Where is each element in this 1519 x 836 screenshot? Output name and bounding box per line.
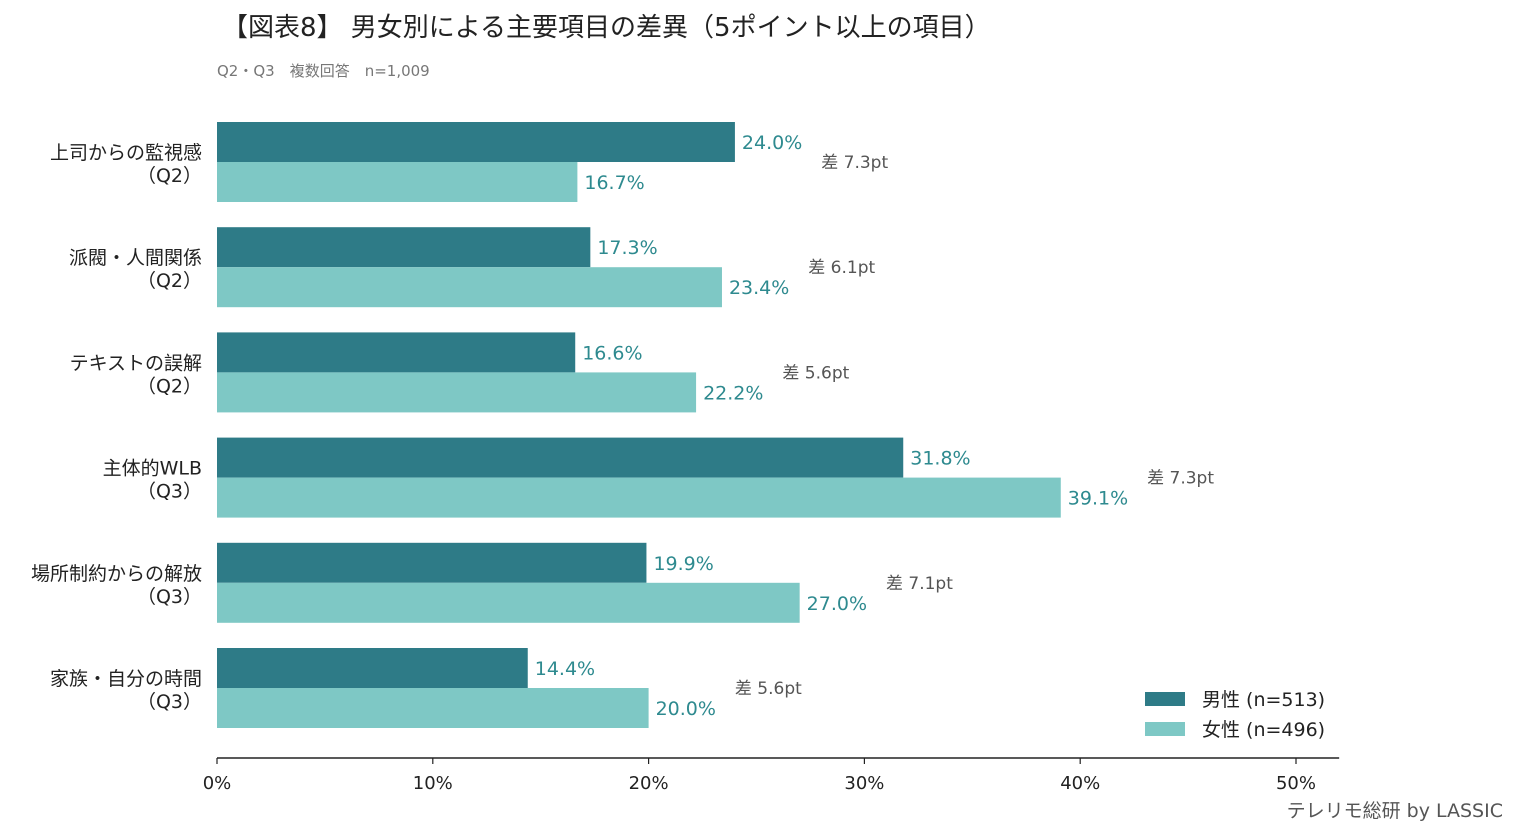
category-label: 主体的WLB	[103, 458, 202, 480]
category-group: 19.9% 27.0% 差 7.1pt 場所制約からの解放（Q3）	[31, 542, 953, 623]
legend-label: 女性 (n=496)	[1202, 719, 1325, 741]
difference-annotation: 差 6.1pt	[808, 258, 875, 278]
value-label: 31.8%	[910, 448, 970, 470]
difference-annotation: 差 7.3pt	[821, 153, 888, 173]
difference-annotation: 差 7.1pt	[886, 574, 953, 594]
legend-swatch	[1145, 722, 1185, 736]
value-label: 16.6%	[582, 342, 642, 364]
category-sublabel: （Q3）	[137, 691, 202, 713]
difference-annotation: 差 7.3pt	[1147, 469, 1214, 489]
category-label: テキストの誤解	[70, 352, 202, 374]
bar-male	[217, 437, 904, 478]
bar-female	[217, 372, 697, 413]
bar-male	[217, 542, 647, 583]
category-sublabel: （Q3）	[137, 586, 202, 608]
category-group: 17.3% 23.4% 差 6.1pt 派閥・人間関係（Q2）	[69, 227, 876, 308]
bar-female	[217, 582, 800, 623]
x-tick-label: 40%	[1060, 773, 1100, 794]
category-sublabel: （Q2）	[137, 165, 202, 187]
bar-female	[217, 267, 722, 308]
bar-male	[217, 332, 576, 373]
chart-title: 【図表8】 男女別による主要項目の差異（5ポイント以上の項目）	[222, 13, 991, 43]
bar-male	[217, 122, 735, 162]
category-sublabel: （Q2）	[137, 270, 202, 292]
category-group: 31.8% 39.1% 差 7.3pt 主体的WLB（Q3）	[103, 437, 1214, 518]
chart-subtitle: Q2・Q3 複数回答 n=1,009	[217, 62, 430, 80]
x-tick-label: 0%	[203, 773, 232, 794]
credit: テレリモ総研 by LASSIC	[1287, 800, 1503, 822]
value-label: 39.1%	[1068, 488, 1128, 510]
bar-male	[217, 648, 528, 688]
category-label: 場所制約からの解放	[31, 563, 202, 585]
value-label: 14.4%	[535, 658, 595, 680]
category-group: 14.4% 20.0% 差 5.6pt 家族・自分の時間（Q3）	[50, 648, 802, 728]
value-label: 20.0%	[656, 698, 716, 720]
legend-swatch	[1145, 692, 1185, 706]
category-label: 上司からの監視感	[50, 142, 202, 164]
value-label: 24.0%	[742, 132, 802, 154]
category-label: 家族・自分の時間	[50, 668, 202, 690]
category-sublabel: （Q3）	[137, 481, 202, 503]
value-label: 19.9%	[653, 553, 713, 575]
category-label: 派閥・人間関係	[69, 247, 202, 269]
category-sublabel: （Q2）	[137, 375, 202, 397]
category-group: 16.6% 22.2% 差 5.6pt テキストの誤解（Q2）	[70, 332, 850, 413]
legend-label: 男性 (n=513)	[1202, 689, 1325, 711]
difference-annotation: 差 5.6pt	[735, 679, 802, 699]
x-tick-label: 20%	[629, 773, 669, 794]
bar-female	[217, 477, 1061, 518]
x-tick-label: 50%	[1276, 773, 1316, 794]
value-label: 22.2%	[703, 382, 763, 404]
category-group: 24.0% 16.7% 差 7.3pt 上司からの監視感（Q2）	[50, 122, 888, 202]
bar-female	[217, 688, 649, 728]
difference-annotation: 差 5.6pt	[782, 363, 849, 383]
value-label: 16.7%	[584, 172, 644, 194]
value-label: 17.3%	[597, 237, 657, 259]
bar-female	[217, 162, 578, 202]
bar-male	[217, 227, 591, 268]
x-tick-label: 10%	[413, 773, 453, 794]
x-tick-label: 30%	[844, 773, 884, 794]
value-label: 23.4%	[729, 277, 789, 299]
value-label: 27.0%	[807, 593, 867, 615]
